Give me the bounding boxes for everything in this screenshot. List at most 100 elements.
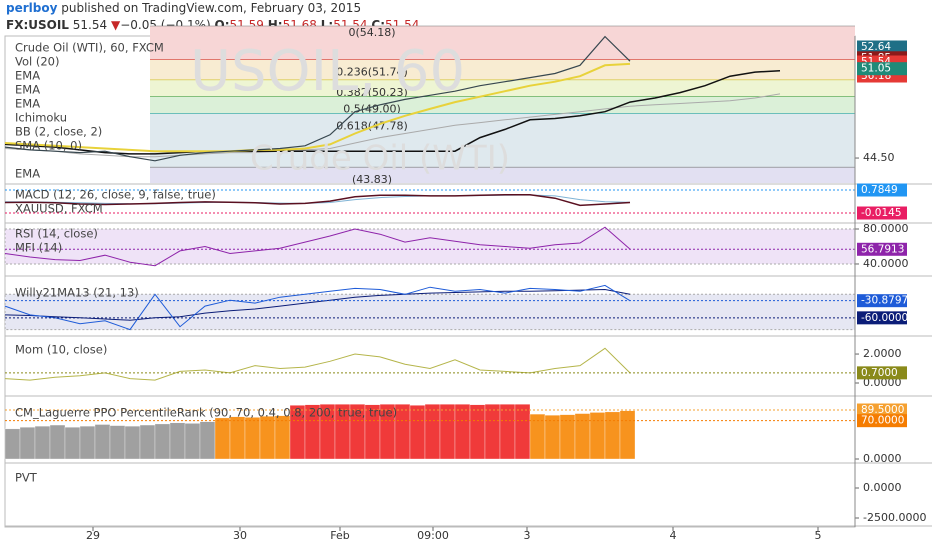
watermark-name: Crude Oil (WTI): [250, 139, 510, 179]
bar: [544, 415, 561, 460]
bar: [619, 410, 636, 460]
price-tag: [857, 366, 907, 380]
indicator-label: Mom (10, close): [15, 343, 107, 357]
bar: [79, 426, 96, 460]
indicator-label: EMA: [15, 97, 40, 111]
bar: [259, 416, 276, 460]
indicator-label: EMA: [15, 83, 40, 97]
x-tick-label: 09:00: [417, 529, 449, 542]
panel: 0(54.18) 0.236(51.74) 0.382(50.23) 0.5(49.0…: [4, 25, 932, 186]
fib-band: [150, 96, 855, 114]
symbol: FX:USOIL: [6, 18, 69, 32]
indicator-label: SMA (10, 0): [15, 139, 82, 153]
price-tag: [857, 62, 907, 76]
fib-label: 0.618(47.78): [336, 119, 408, 132]
bar: [64, 427, 81, 460]
series-line: [4, 93, 781, 158]
x-tick-label: 3: [524, 529, 531, 542]
bar: [454, 404, 471, 460]
bar: [499, 404, 516, 460]
published: published on TradingView.com, February 0…: [57, 1, 362, 15]
price-tag-label: -0.0145: [861, 207, 902, 219]
indicator-label: CM_Laguerre PPO PercentileRank (90, 70, …: [15, 406, 397, 420]
bar: [19, 427, 36, 460]
price-tag: [857, 183, 907, 197]
indicator-label: EMA: [15, 69, 40, 83]
watermark-symbol: USOIL, 60: [190, 39, 465, 104]
fib-label: 0(54.18): [348, 26, 395, 39]
user[interactable]: perlboy: [6, 1, 58, 15]
bar: [559, 414, 576, 460]
bar: [244, 417, 261, 460]
y-tick-label: -2500.0000: [863, 511, 926, 524]
x-tick-label: 5: [815, 529, 822, 542]
x-tick-label: 30: [233, 529, 247, 542]
indicator-label: PVT: [15, 471, 38, 485]
price-tag: [857, 242, 907, 256]
indicator-label: BB (2, close, 2): [15, 125, 102, 139]
bar: [49, 424, 66, 460]
price-tag-label: 56.7913: [861, 243, 904, 255]
bar: [484, 404, 501, 460]
bar: [514, 404, 531, 460]
y-tick-label: 80.0000: [863, 222, 909, 235]
fib-band: [150, 113, 855, 168]
down-arrow: ▼: [110, 18, 121, 32]
bar: [169, 422, 186, 460]
last: 51.54: [72, 18, 108, 32]
panel: 0.7849 -0.0145 MACD (12, 26, close, 9, fal…: [4, 183, 932, 224]
header-line: perlboy published on TradingView.com, Fe…: [6, 0, 926, 17]
indicator-label: EMA: [15, 167, 40, 181]
bar: [94, 424, 111, 460]
indicator-label: RSI (14, close): [15, 227, 98, 241]
series-line: [4, 288, 631, 321]
price-tag: [857, 206, 907, 220]
bar: [469, 404, 486, 460]
series-line: [4, 62, 631, 153]
fib-label: 0.382(50.23): [336, 86, 408, 99]
bar: [199, 421, 216, 460]
bar: [409, 405, 426, 460]
indicator-label: Crude Oil (WTI), 60, FXCM: [15, 41, 164, 55]
bar: [604, 411, 621, 460]
indicator-label: MACD (12, 26, close, 9, false, true): [15, 188, 216, 202]
bar: [34, 426, 51, 460]
bar: [109, 425, 126, 460]
y-tick-label: 40.0000: [863, 257, 909, 270]
price-tag: [857, 40, 907, 54]
indicator-label: XAUUSD, FXCM: [15, 202, 103, 216]
panel: 0.0000 -2500.0000 PVT: [5, 471, 932, 527]
indicator-label: Vol (20): [15, 55, 59, 69]
bar: [124, 426, 141, 460]
level-band: [4, 228, 856, 265]
price-tag-label: 0.7849: [861, 184, 898, 196]
bar: [184, 423, 201, 460]
bar: [229, 416, 246, 460]
panel: -30.8797 -60.0000 Willy21MA13 (21, 13): [4, 284, 932, 337]
price-tag-label: 0.7000: [861, 367, 898, 379]
bar: [139, 424, 156, 460]
series-line: [4, 194, 631, 207]
indicator-label: Willy21MA13 (21, 13): [15, 286, 139, 300]
fib-band: [150, 25, 855, 60]
price-tag-label: -30.8797: [861, 295, 908, 307]
level-band: [4, 293, 856, 331]
bar: [424, 404, 441, 460]
x-tick-label: 4: [670, 529, 677, 542]
bar: [274, 415, 291, 460]
y-tick-label: 44.50: [863, 151, 895, 164]
bar: [589, 412, 606, 460]
price-tag: [857, 403, 907, 417]
indicator-label: MFI (14): [15, 241, 62, 255]
y-tick-label: 0.0000: [863, 481, 902, 494]
series-line: [4, 226, 631, 267]
fib-label: 0.236(51.74): [336, 65, 408, 78]
series-line: [4, 284, 631, 331]
series-line: [4, 69, 781, 155]
fib-band: [150, 59, 855, 80]
fib-band: [150, 167, 855, 183]
